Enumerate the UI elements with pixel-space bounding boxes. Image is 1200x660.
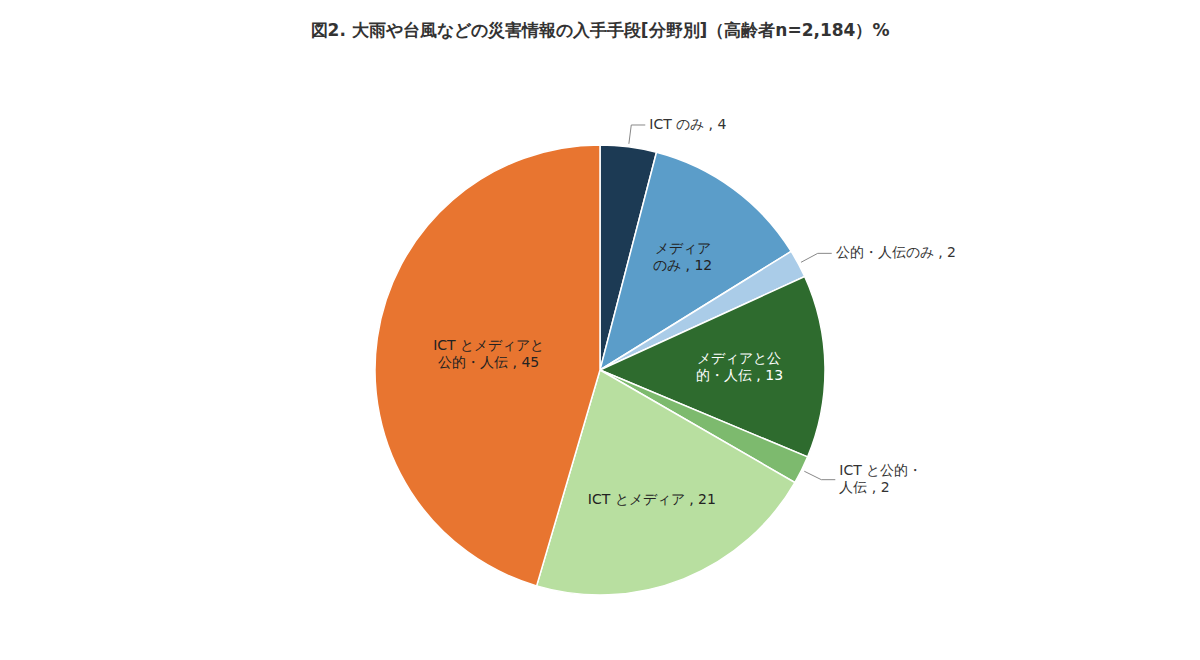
data-label: メディアのみ , 12 bbox=[653, 240, 712, 273]
chart: 図2. 大雨や台風などの災害情報の入手手段[分野別]（高齢者n=2,184）% I… bbox=[0, 0, 1200, 660]
data-label: メディアと公的・人伝 , 13 bbox=[696, 350, 783, 383]
data-label: ICT とメディアと公的・人伝 , 45 bbox=[433, 336, 544, 369]
leader-line bbox=[629, 125, 645, 144]
data-label: ICT とメディア , 21 bbox=[588, 491, 716, 507]
data-label: ICT のみ , 4 bbox=[649, 116, 726, 132]
title: 図2. 大雨や台風などの災害情報の入手手段[分野別]（高齢者n=2,184）% bbox=[311, 20, 890, 40]
slice bbox=[375, 145, 600, 586]
data-label: 公的・人伝のみ , 2 bbox=[836, 244, 956, 260]
labels: ICT のみ , 4 メディアのみ , 12 公的・人伝のみ , 2 メディアと公的・… bbox=[433, 116, 956, 507]
pie: ICT のみ , 4 メディアのみ , 12 公的・人伝のみ , 2 メディアと公的・… bbox=[375, 116, 956, 595]
leader-line bbox=[801, 253, 832, 262]
slices bbox=[375, 145, 825, 595]
data-label: ICT と公的・人伝 , 2 bbox=[839, 462, 922, 495]
leader-line bbox=[804, 471, 835, 479]
